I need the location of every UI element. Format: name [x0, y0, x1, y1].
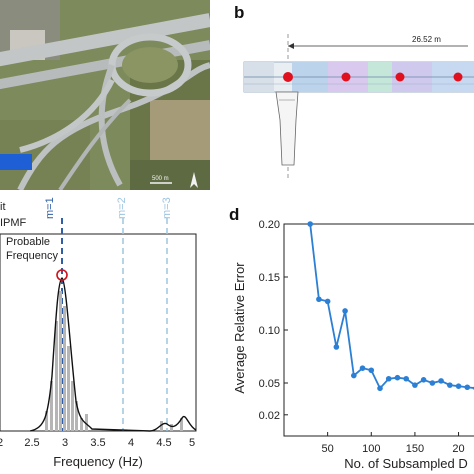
- probable-frequency-marker: [56, 269, 68, 281]
- data-point: [385, 375, 392, 382]
- panel-b-bridge-diagram: b 26.52 m: [232, 0, 474, 190]
- pdf-curve: [29, 277, 197, 432]
- series-line: [309, 223, 474, 390]
- y-axis-label: Average Relative Error: [232, 262, 247, 394]
- y-tick-label: 0.20: [259, 219, 280, 231]
- y-tick-label: 0.02: [259, 410, 280, 422]
- legend-item: IPMF: [0, 217, 27, 229]
- dimension-arrow-icon: [288, 43, 294, 49]
- svg-text:4: 4: [128, 437, 134, 449]
- bridge-diagram: b 26.52 m: [234, 3, 474, 178]
- data-point: [412, 382, 418, 388]
- error-chart: d Average Relative Error No. of Subsampl…: [229, 205, 474, 471]
- y-ticks: 0.20 0.15 0.10 0.05 0.02: [259, 219, 288, 422]
- plot-frame: [283, 223, 474, 437]
- x-ticks: 50 100 150 20: [322, 432, 465, 455]
- dimension-label: 26.52 m: [412, 35, 441, 44]
- data-point: [394, 374, 401, 381]
- bridge-pier: [275, 91, 299, 166]
- aerial-photo: 500 m: [0, 0, 210, 190]
- x-axis-label: No. of Subsampled D: [344, 456, 468, 471]
- plot-frame: [0, 233, 197, 432]
- sensor-marker: [453, 72, 463, 82]
- svg-text:3: 3: [62, 437, 68, 449]
- scale-label: 500 m: [152, 176, 169, 182]
- sensor-marker: [283, 72, 293, 82]
- data-point: [342, 308, 348, 314]
- data-point: [447, 382, 453, 388]
- data-point: [464, 384, 471, 391]
- data-point: [368, 367, 375, 374]
- data-point: [333, 344, 340, 350]
- data-point: [359, 365, 366, 371]
- data-point: [351, 372, 357, 379]
- x-tick-label: 20: [452, 443, 464, 455]
- bridge-location-marker: [0, 154, 32, 170]
- svg-text:2.5: 2.5: [24, 437, 39, 449]
- legend-item: Probable: [6, 236, 50, 248]
- data-point: [316, 296, 322, 303]
- mode-label-2: m=2: [116, 197, 128, 219]
- panel-letter-d: d: [229, 205, 239, 224]
- legend-item: it: [0, 201, 6, 213]
- x-tick-label: 100: [362, 443, 380, 455]
- mode-label-1: m=1: [44, 197, 56, 219]
- data-point: [429, 380, 436, 386]
- sensor-marker: [395, 72, 405, 82]
- data-point: [377, 385, 383, 392]
- frequency-plot: it IPMF Probable Frequency m=1 m=2 m=3: [0, 197, 197, 469]
- x-ticks: 2 2.5 3 3.5 4 4.5 5: [0, 437, 195, 449]
- data-point: [403, 375, 409, 382]
- y-tick-label: 0.05: [259, 378, 280, 390]
- x-axis-label: Frequency (Hz): [53, 454, 143, 469]
- svg-text:4.5: 4.5: [156, 437, 171, 449]
- mode-label-3: m=3: [161, 197, 173, 219]
- panel-letter-b: b: [234, 3, 244, 22]
- panel-a-aerial-map: 500 m: [0, 0, 210, 190]
- x-tick-label: 50: [322, 443, 334, 455]
- data-point: [438, 378, 444, 384]
- data-point: [420, 377, 427, 383]
- svg-text:2: 2: [0, 437, 3, 449]
- svg-text:5: 5: [189, 437, 195, 449]
- histogram-bars: [45, 291, 183, 431]
- data-point: [324, 298, 331, 305]
- north-arrow-icon: [190, 172, 198, 188]
- data-point: [455, 383, 462, 389]
- y-tick-label: 0.15: [259, 272, 280, 284]
- series: [307, 221, 474, 392]
- panel-d-error-chart: d Average Relative Error No. of Subsampl…: [228, 196, 474, 474]
- y-tick-label: 0.10: [259, 325, 280, 337]
- data-point: [307, 221, 313, 227]
- panel-c-frequency-plot: it IPMF Probable Frequency m=1 m=2 m=3: [0, 196, 232, 474]
- svg-text:3.5: 3.5: [90, 437, 105, 449]
- legend-item: Frequency: [6, 250, 58, 262]
- x-tick-label: 150: [406, 443, 424, 455]
- sensor-marker: [341, 72, 351, 82]
